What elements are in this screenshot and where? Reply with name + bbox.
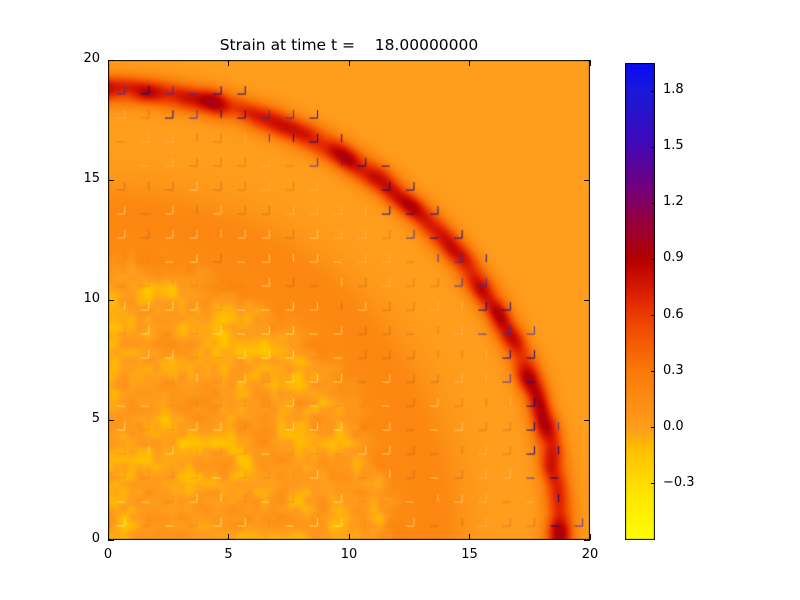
colorbar-tick — [651, 315, 655, 317]
x-tick — [348, 534, 350, 540]
x-tick-label: 0 — [103, 547, 113, 562]
y-tick — [108, 539, 114, 541]
y-tick-right — [584, 59, 590, 61]
y-tick-label: 0 — [91, 531, 100, 546]
x-tick — [469, 534, 470, 540]
x-tick — [228, 534, 229, 540]
x-tick-top — [589, 60, 591, 66]
x-tick-top — [228, 60, 229, 66]
colorbar-tick-label: 0.3 — [663, 362, 684, 378]
x-tick-top — [469, 60, 470, 66]
y-tick — [108, 299, 114, 301]
x-tick — [107, 534, 109, 540]
chart-title: Strain at time t = 18.00000000 — [219, 36, 479, 54]
x-tick-top — [107, 60, 109, 66]
colorbar-canvas — [625, 63, 655, 540]
colorbar-tick-label: 0.0 — [663, 418, 684, 434]
colorbar-tick-label: 1.8 — [663, 82, 684, 98]
x-tick-label: 10 — [340, 547, 358, 562]
y-tick — [108, 179, 114, 181]
colorbar-tick-label: 1.5 — [663, 138, 684, 154]
x-tick-label: 15 — [461, 547, 478, 562]
y-tick-right — [584, 419, 590, 421]
colorbar-tick — [651, 427, 655, 429]
y-tick — [108, 59, 114, 61]
colorbar-tick — [651, 258, 655, 260]
x-tick-label: 5 — [224, 547, 233, 562]
y-tick-right — [584, 539, 590, 541]
colorbar-tick-label: 0.9 — [663, 250, 684, 266]
y-tick-right — [584, 299, 590, 301]
colorbar-tick-label: 0.6 — [663, 306, 684, 322]
y-tick — [108, 419, 114, 421]
colorbar-tick-label: −0.3 — [663, 474, 695, 490]
x-tick — [589, 534, 591, 540]
colorbar-tick — [651, 202, 655, 204]
y-tick-right — [584, 179, 590, 181]
colorbar-tick-label: 1.2 — [663, 194, 684, 210]
y-tick-label: 5 — [91, 411, 100, 426]
heatmap-canvas — [108, 60, 590, 540]
colorbar-tick — [651, 146, 655, 148]
x-tick-label: 20 — [581, 547, 599, 562]
colorbar-tick — [651, 371, 655, 373]
y-tick-label: 20 — [83, 51, 100, 66]
y-tick-label: 10 — [83, 291, 100, 306]
y-tick-label: 15 — [83, 171, 100, 186]
x-tick-top — [348, 60, 350, 66]
colorbar-tick — [651, 483, 655, 485]
colorbar-tick — [651, 90, 655, 92]
